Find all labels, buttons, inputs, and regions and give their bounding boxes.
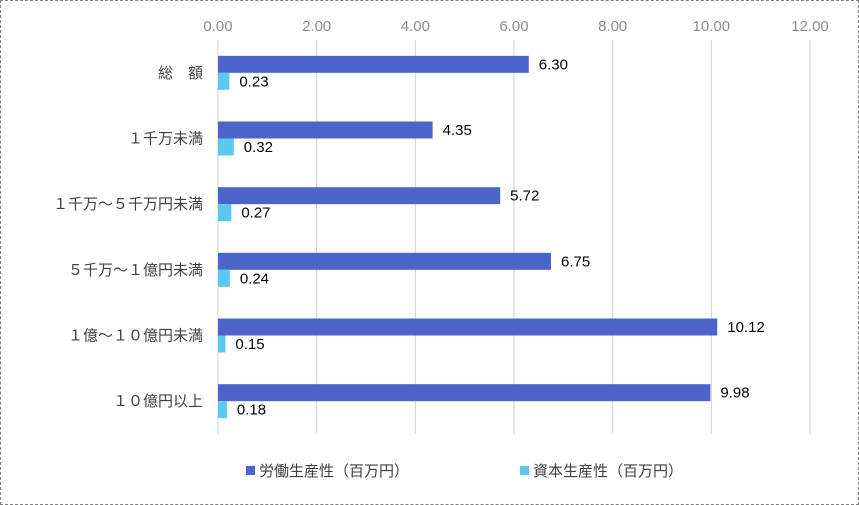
- bar-capital-productivity: [218, 138, 234, 156]
- data-label: 0.32: [244, 139, 273, 156]
- category-label: １千万～５千万円未満: [53, 195, 203, 213]
- legend-swatch: [520, 466, 529, 475]
- gridlines: [217, 40, 811, 434]
- category-label: ５千万～１億円未満: [68, 261, 203, 279]
- data-label: 0.24: [240, 270, 269, 287]
- data-label: 0.23: [239, 73, 268, 90]
- bar-capital-productivity: [218, 72, 230, 90]
- data-label: 0.27: [241, 205, 270, 222]
- category-labels: 総 額 １千万未満 １千万～５千万円未満 ５千万～１億円未満 １億～１０億円未満 １０億円…: [53, 64, 203, 410]
- bar-labor-productivity: [218, 121, 433, 139]
- category-label: １億～１０億円未満: [68, 327, 203, 345]
- bar-capital-productivity: [218, 335, 226, 353]
- bar-labor-productivity: [218, 55, 529, 73]
- bars: [218, 55, 718, 419]
- data-label: 6.30: [539, 56, 568, 73]
- x-tick-label: 10.00: [693, 18, 731, 35]
- legend: 労働生産性（百万円） 資本生産性（百万円）: [246, 462, 683, 480]
- category-label: １０億円以上: [113, 392, 203, 410]
- data-label: 5.72: [510, 188, 539, 205]
- data-label: 0.18: [237, 402, 266, 419]
- bar-labor-productivity: [218, 187, 501, 205]
- bar-labor-productivity: [218, 318, 718, 336]
- data-label: 10.12: [727, 319, 765, 336]
- x-tick-label: 8.00: [598, 18, 627, 35]
- bar-capital-productivity: [218, 204, 232, 222]
- x-tick-label: 2.00: [302, 18, 331, 35]
- data-label: 6.75: [561, 253, 590, 270]
- category-label: 総 額: [158, 64, 203, 82]
- x-tick-label: 6.00: [499, 18, 528, 35]
- x-tick-label: 4.00: [401, 18, 430, 35]
- data-label: 9.98: [720, 385, 749, 402]
- bar-labor-productivity: [218, 252, 551, 270]
- x-tick-label: 0.00: [203, 18, 232, 35]
- legend-label: 労働生産性（百万円）: [259, 462, 409, 480]
- bar-capital-productivity: [218, 269, 230, 287]
- x-tick-label: 12.00: [791, 18, 829, 35]
- category-label: １千万未満: [128, 130, 203, 148]
- data-label: 4.35: [443, 122, 472, 139]
- data-labels: 6.30 0.23 4.35 0.32 5.72 0.27 6.75 0.24 10.12 0.1…: [235, 56, 764, 418]
- bar-labor-productivity: [218, 384, 711, 402]
- data-label: 0.15: [235, 336, 264, 353]
- x-axis-ticks: 0.00 2.00 4.00 6.00 8.00 10.00 12.00: [203, 18, 828, 35]
- legend-label: 資本生産性（百万円）: [533, 462, 683, 480]
- bar-capital-productivity: [218, 401, 227, 419]
- legend-swatch: [246, 466, 255, 475]
